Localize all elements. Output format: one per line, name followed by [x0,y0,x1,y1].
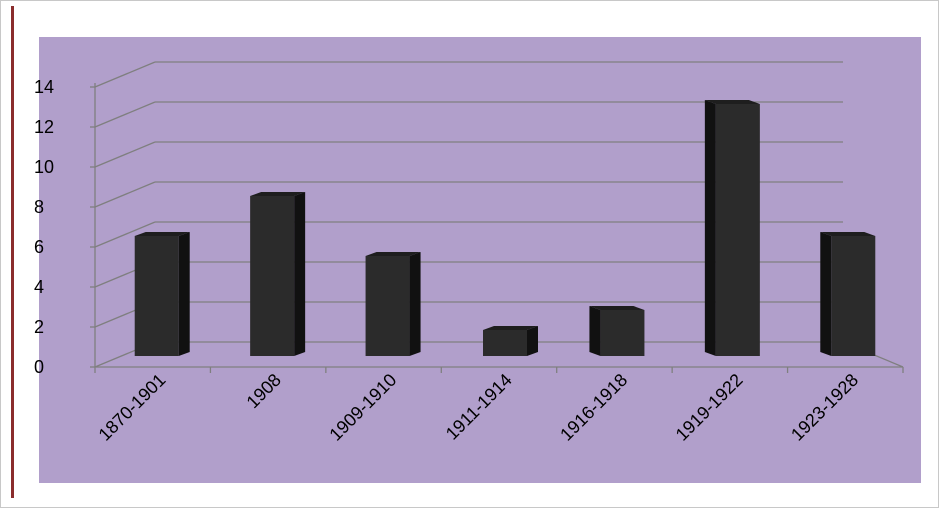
bar-1870-1901 [134,232,190,356]
y-tick-label: 10 [34,157,54,177]
left-accent-rule [11,6,14,498]
bar-front [715,104,760,356]
bar-side [178,232,190,356]
bar-front [831,236,876,356]
bar-top [365,252,421,256]
bar-top [820,232,876,236]
y-tick-label: 4 [34,277,44,297]
bar-front [483,330,527,356]
y-tick-label: 2 [34,317,44,337]
bar-side [704,100,716,356]
bar-top [589,306,645,310]
gridline-side [94,221,156,248]
y-tick-label: 14 [34,77,54,97]
bar-front [134,236,179,356]
bar-front [250,196,295,356]
gridline-side [94,181,156,208]
x-tick-label: 1909-1910 [325,370,400,445]
y-tick-label: 0 [34,357,44,377]
y-tick-label: 6 [34,237,44,257]
y-tick-label: 12 [34,117,54,137]
bar-1908 [250,192,306,356]
bar-side [820,232,832,356]
bar-side [294,192,306,356]
x-tick-label: 1870-1901 [95,370,170,445]
bar-1919-1922 [704,100,760,356]
bar-top [704,100,760,104]
bar-1911-1914 [483,326,538,356]
bar-1916-1918 [589,306,645,356]
x-tick-label: 1916-1918 [556,370,631,445]
bar-front [600,310,645,356]
bar-side [527,326,538,356]
y-tick-label: 8 [34,197,44,217]
x-tick-label: 1919-1922 [672,370,747,445]
bar-1909-1910 [365,252,421,356]
x-tick-label: 1923-1928 [787,370,862,445]
bars [134,100,876,356]
bar-side [409,252,421,356]
bar-front [365,256,410,356]
x-tick-label: 1908 [243,370,285,412]
bar-top [250,192,306,196]
gridline-side [94,101,156,128]
bar-top [483,326,538,330]
x-tick-label: 1911-1914 [442,370,516,444]
gridline-side [94,141,156,168]
bar-side [589,306,601,356]
gridline-side [94,61,156,88]
bar-1923-1928 [820,232,876,356]
bar-top [134,232,190,236]
